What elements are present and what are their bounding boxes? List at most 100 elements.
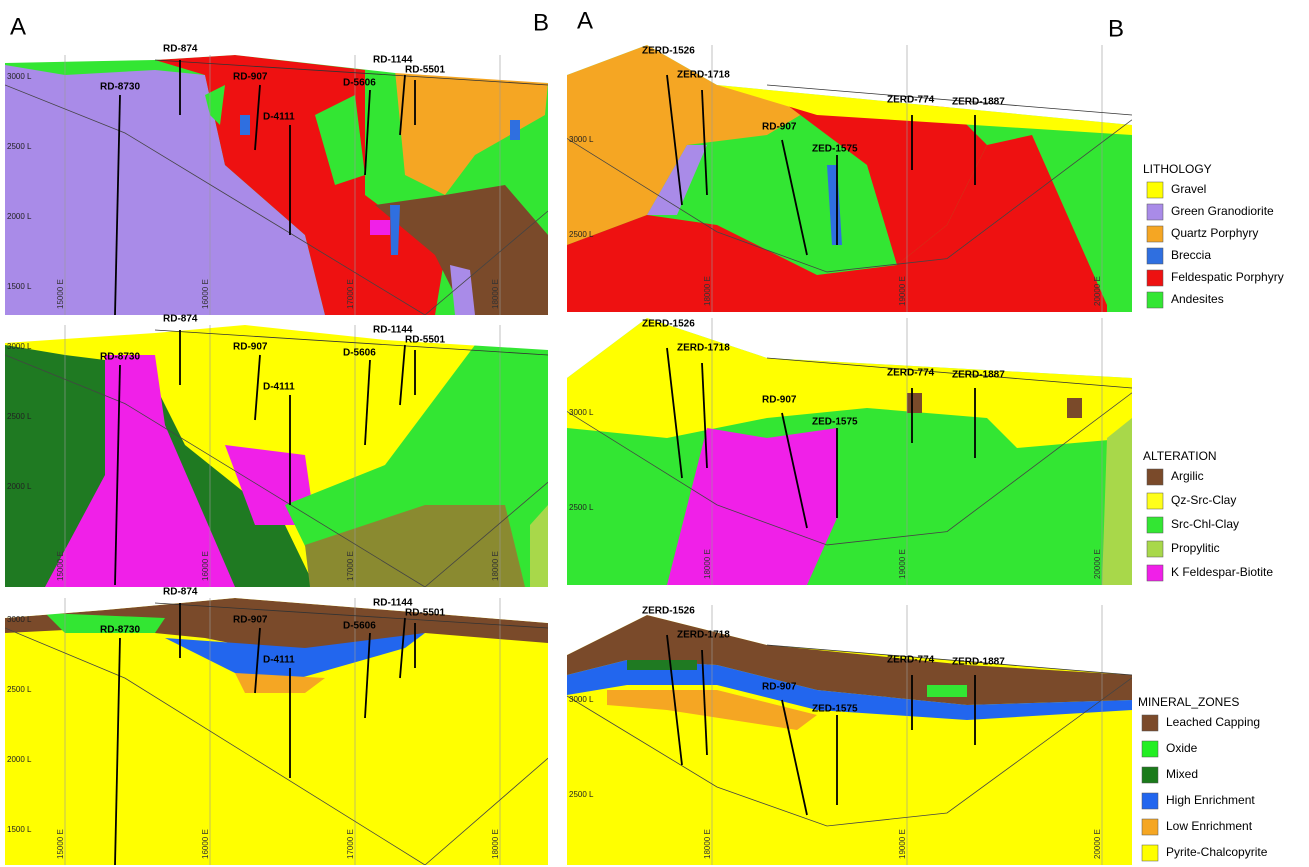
drill-hole <box>364 632 371 719</box>
sky <box>5 325 548 350</box>
easting-label: 19000 E <box>898 549 907 579</box>
rock-unit <box>927 685 967 697</box>
rock-unit <box>5 598 548 658</box>
rock-unit <box>155 55 445 315</box>
legend-label: Andesites <box>1171 292 1224 306</box>
section-label: B <box>533 9 549 36</box>
rock-unit <box>907 393 922 413</box>
legend-label: Propylitic <box>1171 541 1220 555</box>
legend-label: Qz-Src-Clay <box>1171 493 1236 507</box>
hole-label: RD-5501 <box>405 65 445 76</box>
rock-unit <box>375 185 548 315</box>
hole-label: D-4111 <box>263 382 295 393</box>
legend-swatch <box>1146 492 1164 510</box>
surface-line <box>766 84 1132 116</box>
hole-label: RD-8730 <box>100 352 140 363</box>
elevation-label: 2500 L <box>569 230 594 239</box>
drill-hole <box>254 627 261 694</box>
legend-label: High Enrichment <box>1166 793 1255 807</box>
hole-label: RD-907 <box>233 615 268 626</box>
hole-label: D-4111 <box>263 112 295 123</box>
drill-hole <box>701 89 708 196</box>
legend-label: Oxide <box>1166 741 1198 755</box>
hole-label: ZERD-774 <box>887 368 935 379</box>
rock-unit <box>827 165 842 245</box>
hole-label: ZERD-1526 <box>642 319 695 330</box>
panel-body: 15000 E 16000 E 17000 E 18000 E 3000 L 2500 L… <box>5 598 548 865</box>
legend-label: Leached Capping <box>1166 715 1260 729</box>
rock-unit <box>235 673 325 693</box>
hole-label: D-5606 <box>343 621 376 632</box>
hole-label: ZERD-1526 <box>642 46 695 57</box>
panel-body: 15000 E 16000 E 17000 E 18000 E 3000 L 2500 L… <box>5 325 548 587</box>
legend-label: Mixed <box>1166 767 1198 781</box>
legend-title: LITHOLOGY <box>1143 162 1212 176</box>
rock-unit <box>567 135 1107 312</box>
legend-swatch <box>1141 818 1159 836</box>
section-panel: 15000 E 16000 E 17000 E 18000 E 3000 L 2500 L… <box>5 44 548 315</box>
hole-label: D-5606 <box>343 78 376 89</box>
drill-hole <box>666 634 683 766</box>
easting-label: 15000 E <box>56 829 65 859</box>
rock-unit <box>1067 398 1082 418</box>
rock-unit <box>240 115 250 135</box>
hole-label: RD-907 <box>762 395 797 406</box>
hole-label: RD-1144 <box>373 55 413 66</box>
panel-body: 15000 E 16000 E 17000 E 18000 E 3000 L 2500 L… <box>5 55 548 315</box>
rock-unit <box>530 505 548 587</box>
legend-label: K Feldespar-Biotite <box>1171 565 1273 579</box>
pit-outline <box>5 627 548 865</box>
section-label: A <box>10 13 26 40</box>
rock-unit <box>5 65 325 315</box>
drill-hole <box>666 74 683 206</box>
elevation-label: 2500 L <box>569 790 594 799</box>
easting-label: 15000 E <box>56 551 65 581</box>
hole-label: ZERD-774 <box>887 655 935 666</box>
elevation-label: 2000 L <box>7 482 32 491</box>
sky <box>5 598 548 623</box>
legend-swatch <box>1146 225 1164 243</box>
sky <box>567 605 1132 675</box>
rock-unit <box>45 355 235 587</box>
elevation-label: 3000 L <box>569 408 594 417</box>
pit-outline <box>567 677 1132 827</box>
elevation-label: 3000 L <box>7 615 32 624</box>
hole-label: RD-907 <box>762 682 797 693</box>
legend-label: Quartz Porphyry <box>1171 226 1258 240</box>
hole-label: D-5606 <box>343 348 376 359</box>
drill-hole <box>701 362 708 469</box>
elevation-label: 2000 L <box>7 212 32 221</box>
drill-hole <box>701 649 708 756</box>
hole-label: ZED-1575 <box>812 144 858 155</box>
rock-unit <box>567 318 1132 448</box>
elevation-label: 2500 L <box>7 412 32 421</box>
drill-hole <box>781 412 808 529</box>
hole-label: ZERD-1526 <box>642 606 695 617</box>
section-panel: 18000 E 19000 E 20000 E 3000 L 2500 L ZERD-15… <box>567 318 1132 585</box>
hole-label: RD-874 <box>163 587 198 598</box>
sky <box>567 45 1132 125</box>
easting-label: 18000 E <box>703 829 712 859</box>
legend-swatch <box>1141 740 1159 758</box>
easting-label: 18000 E <box>703 276 712 306</box>
hole-label: ZERD-1718 <box>677 343 730 354</box>
legend-swatch <box>1146 181 1164 199</box>
legend-swatch <box>1146 468 1164 486</box>
pit-outline <box>5 354 548 587</box>
panel-body: 18000 E 19000 E 20000 E 3000 L 2500 L <box>567 318 1132 585</box>
rock-unit <box>395 70 548 195</box>
drill-hole <box>254 84 261 151</box>
hole-label: ZED-1575 <box>812 704 858 715</box>
surface-line <box>766 357 1132 389</box>
drill-hole <box>399 617 406 679</box>
legend-swatch <box>1141 714 1159 732</box>
rock-unit <box>567 660 1132 720</box>
elevation-label: 1500 L <box>7 825 32 834</box>
legend-swatch <box>1141 766 1159 784</box>
easting-label: 18000 E <box>491 829 500 859</box>
easting-label: 19000 E <box>898 829 907 859</box>
rock-unit <box>627 660 697 670</box>
legend-label: Green Granodiorite <box>1171 204 1274 218</box>
legend-swatch <box>1146 269 1164 287</box>
